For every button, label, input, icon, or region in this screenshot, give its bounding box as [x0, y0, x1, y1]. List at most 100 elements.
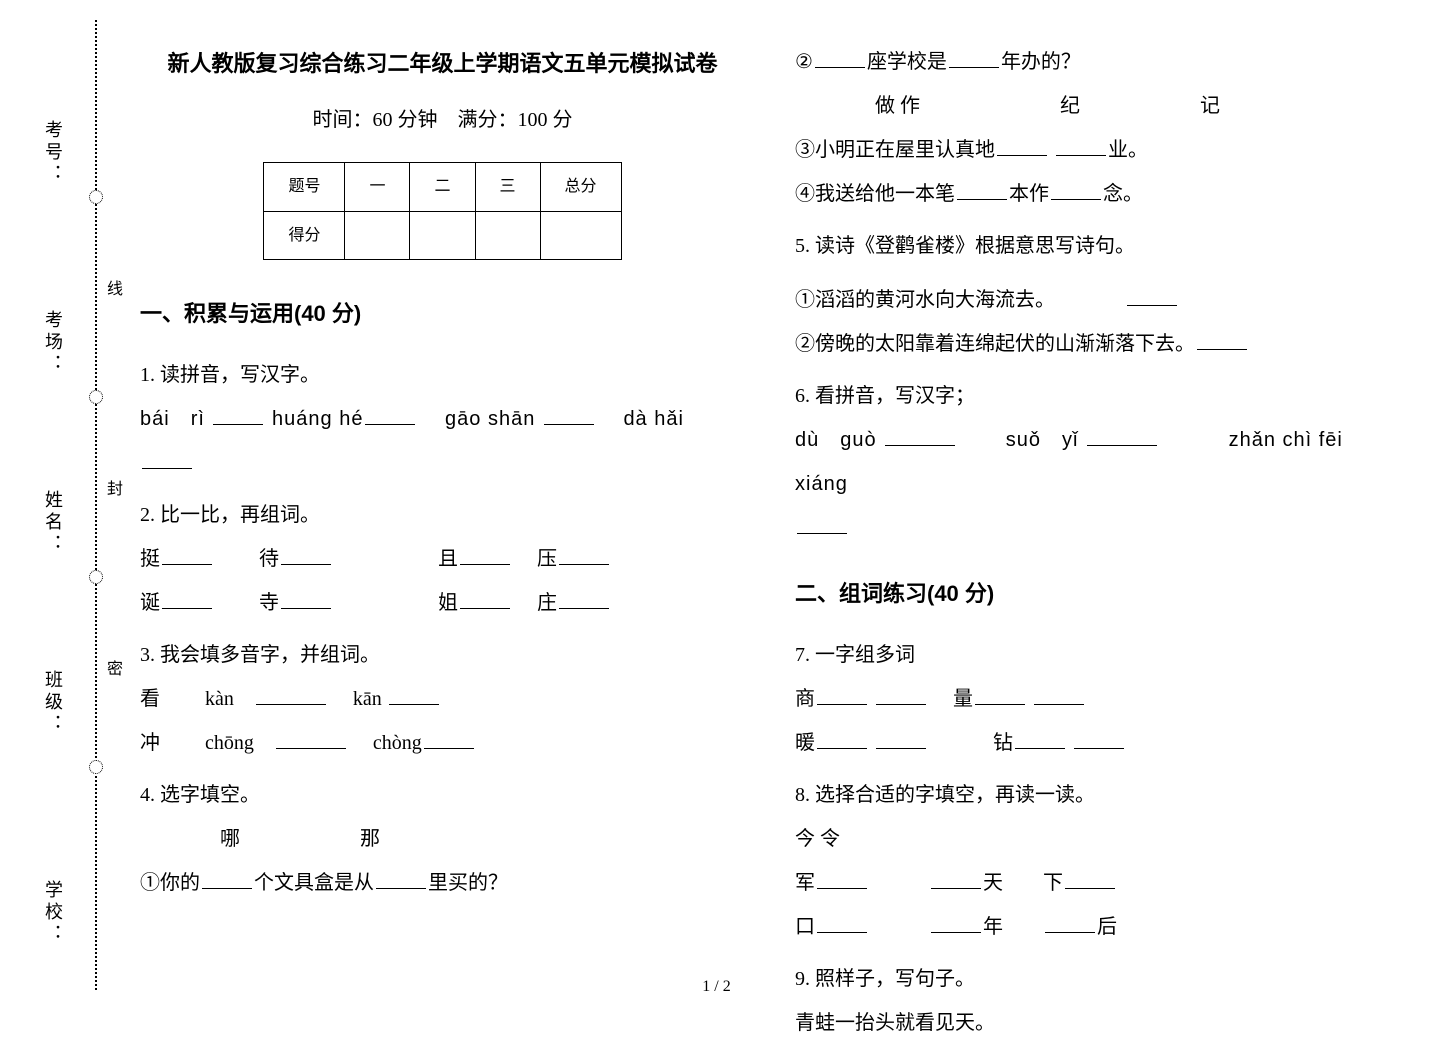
q1-stem: 1. 读拼音，写汉字。: [140, 353, 745, 397]
blank: [1015, 729, 1065, 749]
q8-char: 军: [795, 872, 815, 894]
blank: [975, 685, 1025, 705]
q4-line1: ①你的个文具盒是从里买的？: [140, 861, 745, 905]
q4-line3: ③小明正在屋里认真地 业。: [795, 128, 1400, 172]
score-th: 三: [475, 163, 540, 211]
q6-stem: 6. 看拼音，写汉字；: [795, 374, 1400, 418]
seal-mark-mi: 密: [100, 660, 124, 696]
q1-pinyin-a: bái rì: [140, 408, 205, 430]
q4-row3-choices: 做 作 纪 记: [795, 84, 1400, 128]
blank: [213, 405, 263, 425]
blank: [1056, 136, 1106, 156]
q5-line2: ②傍晚的太阳靠着连绵起伏的山渐渐落下去。: [795, 322, 1400, 366]
blank: [817, 685, 867, 705]
blank: [202, 869, 252, 889]
q1-pinyin-b: huáng hé: [272, 408, 363, 430]
exam-title: 新人教版复习综合练习二年级上学期语文五单元模拟试卷: [140, 40, 745, 88]
binding-sidebar: 考号： 考场： 姓名： 班级： 学校： 线 封 密: [0, 0, 120, 1011]
q4-choice-a: 哪: [220, 828, 240, 850]
section-1-title: 一、积累与运用(40 分): [140, 290, 745, 338]
blank: [797, 514, 847, 534]
q4-text: 念。: [1103, 183, 1143, 205]
q6-pinyin-row: dù guò suǒ yǐ zhǎn chì fēi xiáng: [795, 418, 1400, 506]
q3-char: 看: [140, 688, 160, 710]
blank: [1034, 685, 1084, 705]
blank: [815, 48, 865, 68]
q5-text: ②傍晚的太阳靠着连绵起伏的山渐渐落下去。: [795, 333, 1195, 355]
score-th: 二: [410, 163, 475, 211]
blank: [256, 685, 326, 705]
page-content: 新人教版复习综合练习二年级上学期语文五单元模拟试卷 时间：60 分钟 满分：10…: [140, 40, 1400, 960]
q6-pinyin: suǒ yǐ: [1006, 429, 1079, 451]
q2-char: 庄: [537, 581, 557, 625]
blank: [559, 589, 609, 609]
q4-text: 业。: [1108, 139, 1148, 161]
blank: [1051, 180, 1101, 200]
question-3: 3. 我会填多音字，并组词。 看 kàn kān 冲 chōng chòng: [140, 633, 745, 765]
question-4: 4. 选字填空。 哪 那 ①你的个文具盒是从里买的？: [140, 773, 745, 905]
q1-pinyin-row: bái rì huáng hé gāo shān dà hǎi: [140, 397, 745, 441]
q4-text: ①你的: [140, 872, 200, 894]
q5-text: ①滔滔的黄河水向大海流去。: [795, 289, 1045, 311]
q8-char: 下: [1043, 872, 1063, 894]
blank: [1087, 426, 1157, 446]
blank: [389, 685, 439, 705]
score-cell: [345, 211, 410, 259]
q8-row2: 口 年 后: [795, 905, 1400, 949]
q4-continued: ②座学校是年办的？ 做 作 纪 记 ③小明正在屋里认真地 业。 ④我送给他一本笔…: [795, 40, 1400, 216]
q8-char: 口: [795, 916, 815, 938]
blank: [376, 869, 426, 889]
q7-char: 钻: [993, 732, 1013, 754]
q2-char: 且: [438, 537, 458, 581]
blank: [559, 545, 609, 565]
q2-row2: 诞 寺 姐 庄: [140, 581, 745, 625]
q3-char: 冲: [140, 732, 160, 754]
score-th: 总分: [540, 163, 621, 211]
q3-row1: 看 kàn kān: [140, 677, 745, 721]
blank: [931, 913, 981, 933]
sidebar-label-name: 姓名：: [40, 490, 66, 556]
q8-header: 今 令: [795, 817, 1400, 861]
question-8: 8. 选择合适的字填空，再读一读。 今 令 军 天 下 口 年 后: [795, 773, 1400, 949]
dotted-circle: [89, 570, 103, 584]
dotted-cut-line: [95, 20, 97, 990]
blank: [1197, 330, 1247, 350]
seal-mark-xian: 线: [100, 280, 124, 316]
dotted-circle: [89, 760, 103, 774]
score-th: 题号: [264, 163, 345, 211]
sidebar-label-class: 班级：: [40, 670, 66, 736]
q7-row2: 暖 钻: [795, 721, 1400, 765]
q8-char: 后: [1097, 916, 1117, 938]
q2-char: 寺: [259, 581, 279, 625]
dotted-circle: [89, 190, 103, 204]
blank: [276, 729, 346, 749]
blank: [885, 426, 955, 446]
blank: [1127, 286, 1177, 306]
sidebar-label-examnum: 考号：: [40, 120, 66, 186]
blank: [1045, 913, 1095, 933]
q4-choice: 做 作: [875, 95, 920, 117]
score-cell: [410, 211, 475, 259]
blank: [876, 685, 926, 705]
blank: [957, 180, 1007, 200]
q3-pinyin: chōng: [205, 732, 254, 754]
blank: [949, 48, 999, 68]
exam-subtitle: 时间：60 分钟 满分：100 分: [140, 98, 745, 142]
q4-choice: 纪: [1060, 95, 1080, 117]
left-column: 新人教版复习综合练习二年级上学期语文五单元模拟试卷 时间：60 分钟 满分：10…: [140, 40, 745, 960]
blank: [997, 136, 1047, 156]
q7-row1: 商 量: [795, 677, 1400, 721]
q3-row2: 冲 chōng chòng: [140, 721, 745, 765]
blank: [162, 545, 212, 565]
question-6: 6. 看拼音，写汉字； dù guò suǒ yǐ zhǎn chì fēi x…: [795, 374, 1400, 550]
q4-text: 里买的？: [428, 872, 508, 894]
sidebar-label-school: 学校：: [40, 880, 66, 946]
seal-mark-feng: 封: [100, 480, 124, 516]
q4-text: ④我送给他一本笔: [795, 183, 955, 205]
sidebar-label-room: 考场：: [40, 310, 66, 376]
q4-choices: 哪 那: [140, 817, 745, 861]
q4-stem: 4. 选字填空。: [140, 773, 745, 817]
q4-choice: 记: [1200, 95, 1220, 117]
question-9: 9. 照样子，写句子。 青蛙一抬头就看见天。: [795, 957, 1400, 1045]
blank: [281, 589, 331, 609]
